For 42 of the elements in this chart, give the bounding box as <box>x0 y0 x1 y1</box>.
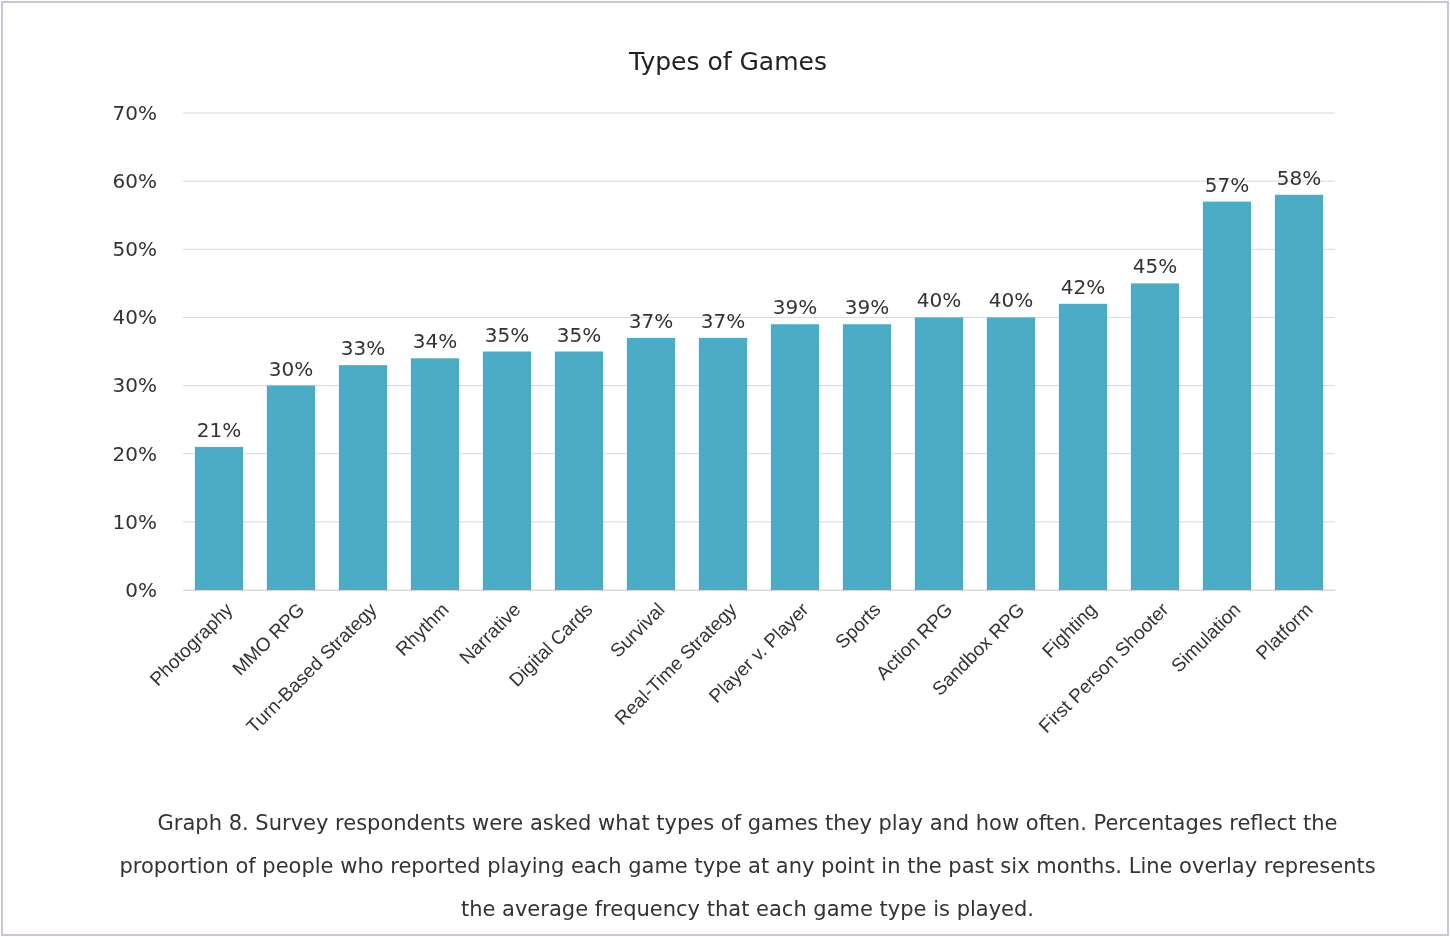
y-tick-label: 0% <box>125 577 157 602</box>
bar <box>1274 194 1324 590</box>
y-tick-label: 30% <box>112 373 157 398</box>
bar <box>1058 303 1108 590</box>
y-tick-label: 10% <box>112 509 157 534</box>
data-label: 40% <box>988 288 1034 313</box>
bar <box>266 385 316 590</box>
bar <box>914 317 964 590</box>
data-label: 35% <box>484 322 530 347</box>
caption: Graph 8. Survey respondents were asked what types of games they play and how often. Percentages reflect the proportion of people who reported playing each game type at any point in the past six months. Line overlay represents the average frequency that each game type is played. <box>118 810 1377 923</box>
bar <box>194 446 244 590</box>
y-tick-label: 20% <box>112 441 157 466</box>
bar <box>1130 283 1180 590</box>
bar <box>698 337 748 590</box>
bar <box>842 324 892 590</box>
bar <box>338 365 388 590</box>
y-tick-label: 50% <box>112 237 157 262</box>
data-label: 57% <box>1204 172 1250 197</box>
data-label: 33% <box>340 336 386 361</box>
data-label: 30% <box>268 356 314 381</box>
data-label: 58% <box>1276 165 1322 190</box>
bar <box>1202 201 1252 590</box>
data-label: 37% <box>628 308 674 333</box>
y-tick-label: 70% <box>112 100 157 125</box>
bar <box>770 324 820 590</box>
bar <box>410 358 460 590</box>
data-label: 37% <box>700 308 746 333</box>
y-tick-label: 40% <box>112 305 157 330</box>
data-label: 45% <box>1132 254 1178 279</box>
data-label: 34% <box>412 329 458 354</box>
data-label: 39% <box>844 295 890 320</box>
data-label: 21% <box>196 417 242 442</box>
y-tick-label: 60% <box>112 169 157 194</box>
data-label: 35% <box>556 322 602 347</box>
data-label: 40% <box>916 288 962 313</box>
data-label: 39% <box>772 295 818 320</box>
data-label: 42% <box>1060 274 1106 299</box>
bar <box>626 337 676 590</box>
bar <box>482 351 532 590</box>
bar <box>986 317 1036 590</box>
chart-title: Types of Games <box>628 47 827 76</box>
bar <box>554 351 604 590</box>
